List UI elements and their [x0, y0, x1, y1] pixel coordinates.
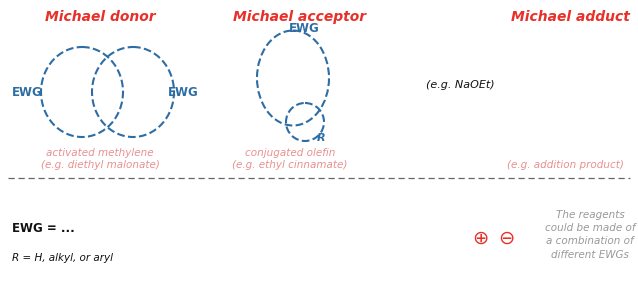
- Text: (e.g. addition product): (e.g. addition product): [507, 160, 623, 170]
- Text: conjugated olefin: conjugated olefin: [245, 148, 335, 158]
- Text: Michael donor: Michael donor: [45, 10, 155, 24]
- Text: R: R: [317, 133, 325, 143]
- Text: ⊕: ⊕: [472, 228, 488, 247]
- Text: EWG: EWG: [12, 86, 43, 99]
- Text: The reagents
could be made of
a combination of
different EWGs: The reagents could be made of a combinat…: [545, 210, 635, 260]
- Text: Michael adduct: Michael adduct: [510, 10, 630, 24]
- Text: (e.g. NaOEt): (e.g. NaOEt): [426, 80, 494, 90]
- Text: EWG: EWG: [168, 86, 199, 99]
- Text: EWG = ...: EWG = ...: [12, 222, 75, 235]
- Text: Michael acceptor: Michael acceptor: [234, 10, 367, 24]
- Text: (e.g. ethyl cinnamate): (e.g. ethyl cinnamate): [232, 160, 348, 170]
- Text: (e.g. diethyl malonate): (e.g. diethyl malonate): [41, 160, 160, 170]
- Text: EWG: EWG: [288, 22, 320, 35]
- Text: ⊖: ⊖: [498, 228, 514, 247]
- Text: R = H, alkyl, or aryl: R = H, alkyl, or aryl: [12, 253, 113, 263]
- Text: activated methylene: activated methylene: [46, 148, 154, 158]
